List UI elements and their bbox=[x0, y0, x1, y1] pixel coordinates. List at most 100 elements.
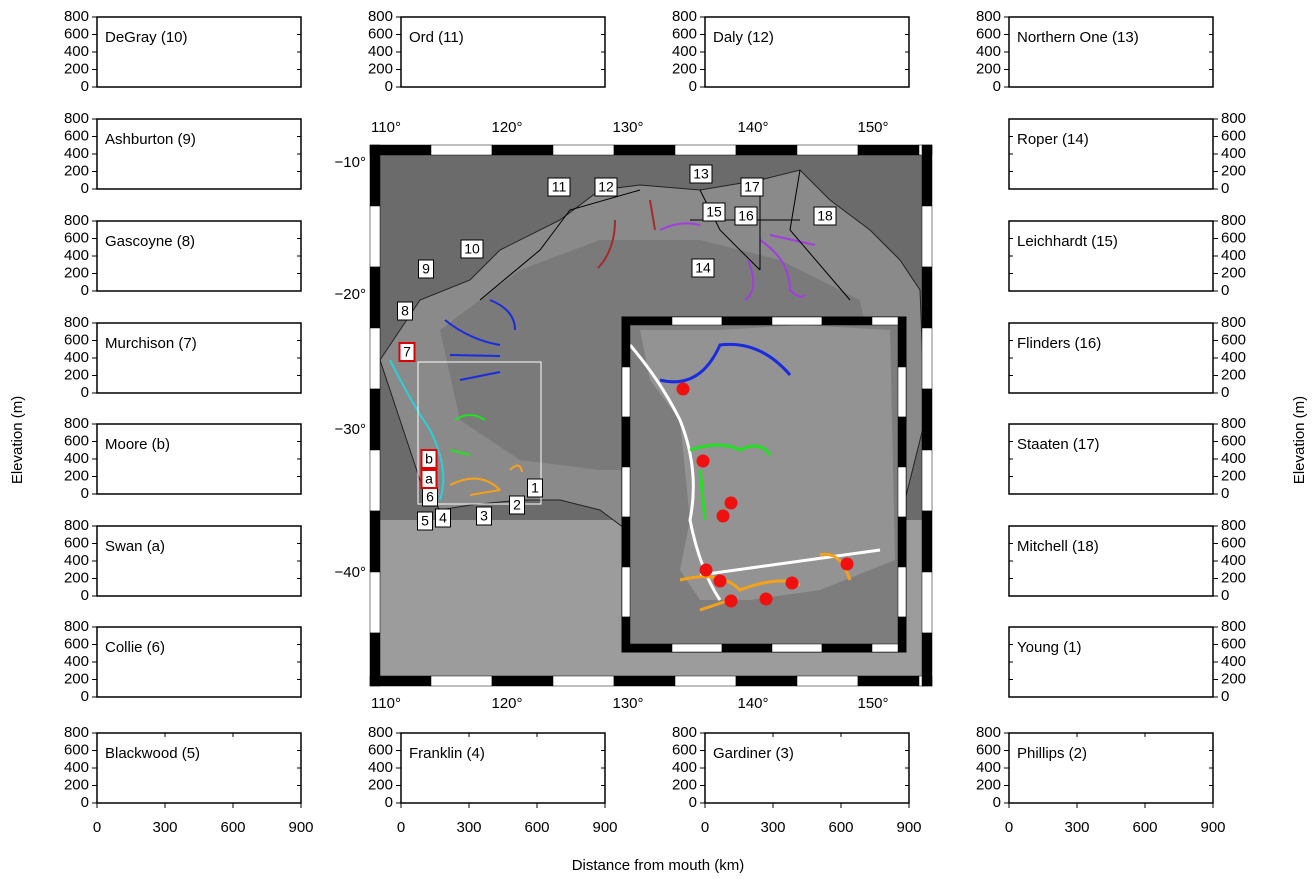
plot-frame bbox=[97, 733, 301, 803]
river-label: 18 bbox=[817, 208, 833, 224]
y-tick-label: 800 bbox=[64, 415, 89, 432]
map-frame bbox=[370, 328, 380, 389]
plot-frame bbox=[1009, 119, 1213, 189]
x-tick-label: 600 bbox=[1132, 819, 1157, 836]
y-tick-label: 800 bbox=[672, 724, 697, 741]
y-tick-label: 0 bbox=[81, 78, 89, 95]
y-tick-label: 800 bbox=[1221, 517, 1246, 534]
y-tick-label: 200 bbox=[672, 776, 697, 793]
river-label: 11 bbox=[552, 179, 567, 195]
y-tick-label: 800 bbox=[64, 110, 89, 127]
y-tick-label: 800 bbox=[1221, 618, 1246, 635]
y-tick-label: 0 bbox=[689, 78, 697, 95]
gauge-site bbox=[786, 577, 799, 590]
plot-frame bbox=[97, 119, 301, 189]
x-tick-label: 300 bbox=[1064, 819, 1089, 836]
y-tick-label: 800 bbox=[1221, 212, 1246, 229]
map-frame bbox=[614, 676, 675, 686]
map-frame bbox=[858, 676, 919, 686]
map-frame bbox=[622, 417, 630, 467]
map-frame bbox=[622, 367, 630, 417]
y-tick-label: 0 bbox=[1221, 485, 1229, 502]
map-frame bbox=[370, 511, 380, 572]
map-frame bbox=[922, 450, 932, 511]
map-frame bbox=[370, 633, 380, 686]
x-tick-label: 0 bbox=[701, 819, 709, 836]
plot-frame bbox=[401, 733, 605, 803]
y-tick-label: 400 bbox=[1221, 552, 1246, 569]
gauge-site bbox=[760, 593, 773, 606]
map-frame bbox=[370, 267, 380, 328]
y-tick-label: 400 bbox=[64, 43, 89, 60]
map-frame bbox=[370, 145, 380, 206]
river-label: b bbox=[425, 451, 433, 467]
map-frame bbox=[622, 317, 630, 367]
river-label: 1 bbox=[531, 480, 539, 496]
map-frame bbox=[736, 676, 797, 686]
map-frame bbox=[898, 367, 906, 417]
y-tick-label: 200 bbox=[976, 776, 1001, 793]
y-tick-label: 600 bbox=[976, 741, 1001, 758]
y-tick-label: 400 bbox=[64, 145, 89, 162]
chart-title: Swan (a) bbox=[105, 538, 165, 555]
y-tick-label: 0 bbox=[81, 180, 89, 197]
y-tick-label: 600 bbox=[368, 741, 393, 758]
y-tick-label: 600 bbox=[672, 741, 697, 758]
y-tick-label: 600 bbox=[1221, 331, 1246, 348]
y-tick-label: 800 bbox=[1221, 110, 1246, 127]
y-tick-label: 600 bbox=[64, 25, 89, 42]
river-label: a bbox=[425, 471, 433, 487]
x-axis-label: Distance from mouth (km) bbox=[572, 857, 745, 874]
y-tick-label: 0 bbox=[1221, 384, 1229, 401]
longitude-label: 110° bbox=[371, 119, 401, 136]
x-tick-label: 600 bbox=[524, 819, 549, 836]
map-frame bbox=[898, 517, 906, 567]
plot-frame bbox=[1009, 17, 1213, 87]
y-tick-label: 0 bbox=[385, 794, 393, 811]
y-tick-label: 600 bbox=[1221, 229, 1246, 246]
y-tick-label: 200 bbox=[64, 366, 89, 383]
river-label: 13 bbox=[693, 166, 709, 182]
plot-frame bbox=[1009, 221, 1213, 291]
chart-title: Mitchell (18) bbox=[1017, 538, 1099, 555]
plot-frame bbox=[1009, 627, 1213, 697]
y-tick-label: 0 bbox=[1221, 587, 1229, 604]
plot-frame bbox=[97, 627, 301, 697]
river-label: 8 bbox=[401, 303, 409, 319]
y-axis-label: Elevation (m) bbox=[9, 396, 26, 484]
gauge-site bbox=[725, 595, 738, 608]
y-tick-label: 0 bbox=[81, 587, 89, 604]
y-tick-label: 200 bbox=[1221, 264, 1246, 281]
plot-frame bbox=[97, 323, 301, 393]
y-tick-label: 0 bbox=[81, 794, 89, 811]
plot-frame bbox=[1009, 526, 1213, 596]
map-frame bbox=[553, 676, 614, 686]
y-tick-label: 200 bbox=[64, 776, 89, 793]
y-tick-label: 200 bbox=[64, 670, 89, 687]
chart-title: Flinders (16) bbox=[1017, 335, 1101, 352]
chart-title: Staaten (17) bbox=[1017, 436, 1100, 453]
river-label: 10 bbox=[464, 241, 480, 257]
river-label: 9 bbox=[422, 261, 430, 277]
plot-frame bbox=[97, 526, 301, 596]
gauge-site bbox=[717, 510, 730, 523]
y-tick-label: 200 bbox=[368, 60, 393, 77]
longitude-label: 150° bbox=[857, 695, 888, 712]
x-tick-label: 600 bbox=[828, 819, 853, 836]
y-tick-label: 200 bbox=[1221, 366, 1246, 383]
longitude-label: 130° bbox=[612, 695, 643, 712]
y-tick-label: 600 bbox=[976, 25, 1001, 42]
y-tick-label: 400 bbox=[368, 43, 393, 60]
y-tick-label: 400 bbox=[976, 759, 1001, 776]
map-frame bbox=[622, 617, 630, 652]
longitude-label: 120° bbox=[491, 119, 522, 136]
river-label: 7 bbox=[403, 344, 411, 360]
chart-title: Franklin (4) bbox=[409, 745, 485, 762]
map-frame bbox=[922, 267, 932, 328]
y-tick-label: 400 bbox=[1221, 349, 1246, 366]
plot-frame bbox=[97, 221, 301, 291]
y-tick-label: 0 bbox=[81, 688, 89, 705]
y-tick-label: 800 bbox=[64, 724, 89, 741]
y-tick-label: 800 bbox=[368, 724, 393, 741]
y-tick-label: 800 bbox=[1221, 415, 1246, 432]
